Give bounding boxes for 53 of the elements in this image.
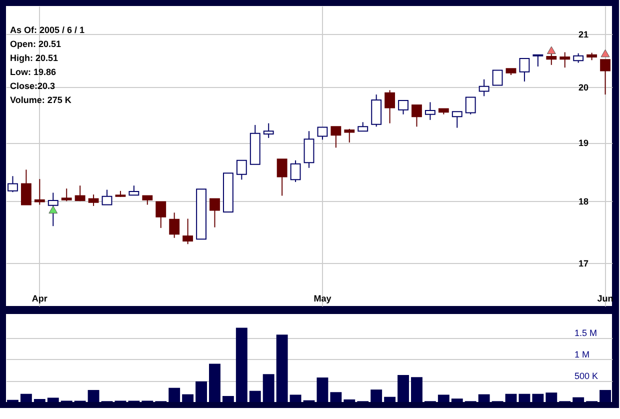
candlestick bbox=[20, 169, 32, 206]
candlestick bbox=[48, 192, 58, 227]
candlestick bbox=[412, 104, 422, 128]
candlestick bbox=[276, 158, 288, 196]
candlestick bbox=[573, 52, 584, 64]
candlestick bbox=[263, 122, 274, 138]
candlestick bbox=[519, 58, 530, 82]
y-tick-label: 17 bbox=[578, 258, 589, 269]
candlestick bbox=[330, 126, 342, 148]
annotation: Low: 19.86 bbox=[10, 67, 56, 77]
candlestick bbox=[398, 100, 408, 115]
y-tick-label: 1 M bbox=[574, 350, 590, 360]
candlestick bbox=[384, 90, 396, 124]
point bbox=[546, 46, 556, 54]
candlestick bbox=[102, 189, 112, 206]
candlestick bbox=[210, 198, 220, 228]
annotation: Volume: 275 K bbox=[10, 95, 72, 105]
candlestick bbox=[492, 70, 503, 86]
annotation: Close:20.3 bbox=[10, 81, 56, 91]
point bbox=[48, 206, 58, 214]
candlestick bbox=[478, 78, 490, 97]
candlestick bbox=[560, 52, 570, 68]
y-tick-label: 500 K bbox=[574, 371, 598, 382]
y-tick-label: 20 bbox=[578, 82, 589, 92]
candlestick bbox=[532, 54, 544, 68]
candlestick bbox=[156, 201, 166, 228]
candlestick bbox=[600, 59, 610, 96]
candlestick bbox=[452, 111, 462, 128]
candlestick bbox=[128, 185, 140, 196]
y-tick-label: 1.5 M bbox=[574, 328, 598, 338]
candlestick bbox=[290, 160, 301, 183]
point bbox=[600, 49, 610, 58]
candlestick bbox=[317, 126, 328, 140]
candlestick bbox=[465, 96, 476, 115]
y-tick-label: 21 bbox=[578, 30, 589, 40]
candlestick bbox=[304, 130, 314, 168]
candlestick bbox=[424, 102, 436, 120]
annotation: As Of: 2005 / 6 / 1 bbox=[10, 25, 85, 35]
candlestick bbox=[344, 128, 355, 144]
annotation: High: 20.51 bbox=[10, 53, 58, 63]
candlestick bbox=[236, 160, 247, 180]
candlestick bbox=[74, 185, 86, 202]
candlestick bbox=[34, 178, 45, 206]
x-tick-label: May bbox=[314, 294, 332, 304]
y-tick-label: 19 bbox=[578, 138, 589, 148]
candlestick bbox=[88, 194, 99, 206]
candlestick bbox=[169, 212, 180, 238]
candlestick bbox=[182, 218, 194, 245]
annotation: Open: 20.51 bbox=[10, 39, 62, 49]
x-tick-label: Apr bbox=[32, 294, 48, 304]
candlestick bbox=[61, 188, 72, 202]
y-tick-label: 18 bbox=[578, 196, 589, 207]
candlestick bbox=[142, 195, 153, 206]
